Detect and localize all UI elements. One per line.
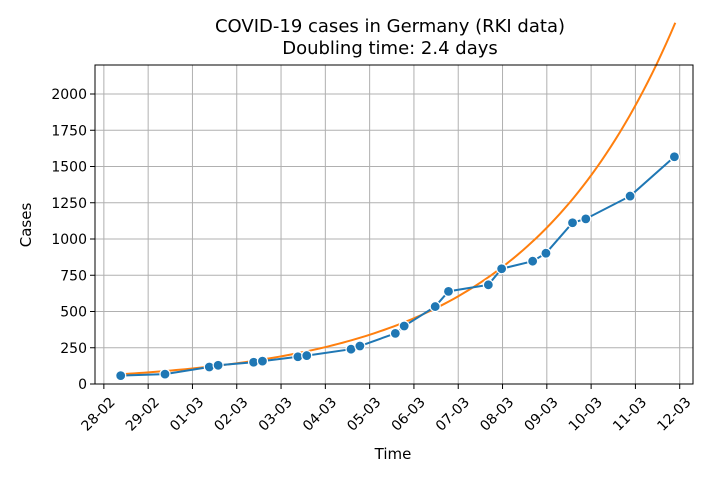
y-tick-label: 1250 <box>51 196 87 212</box>
x-axis-label: Time <box>374 445 412 463</box>
data-point <box>398 320 410 332</box>
data-point <box>566 217 579 229</box>
x-tick-label: 05-03 <box>344 394 384 434</box>
series-line <box>120 156 676 377</box>
data-point <box>203 361 215 373</box>
data-point <box>496 263 508 275</box>
data-point <box>442 285 455 297</box>
x-tick-label: 03-03 <box>256 394 296 434</box>
x-tick-label: 10-03 <box>566 394 606 434</box>
data-point <box>482 279 494 291</box>
y-tick-label: 1500 <box>51 160 87 176</box>
data-points <box>115 151 680 382</box>
x-tick-label: 11-03 <box>610 394 650 434</box>
data-point <box>159 368 171 380</box>
x-tick-label: 29-02 <box>123 394 163 434</box>
y-tick-label: 500 <box>60 305 87 321</box>
data-point <box>429 300 441 313</box>
data-point <box>624 190 636 202</box>
y-axis-label: Cases <box>17 203 35 248</box>
grid <box>95 65 693 385</box>
plot-frame <box>94 64 694 385</box>
y-tick-label: 1000 <box>51 232 87 248</box>
x-tick-label: 02-03 <box>211 394 251 434</box>
y-tick-label: 750 <box>60 268 87 284</box>
data-point <box>389 327 401 339</box>
data-point <box>301 349 313 362</box>
x-tick-label: 06-03 <box>389 394 429 434</box>
x-tick-label: 04-03 <box>300 394 340 434</box>
fit-line <box>120 22 677 376</box>
x-tick-label: 08-03 <box>477 394 517 434</box>
chart-title: COVID-19 cases in Germany (RKI data) <box>215 16 565 37</box>
data-point <box>115 369 127 382</box>
data-point <box>212 359 224 371</box>
x-tick-label: 07-03 <box>433 394 473 434</box>
data-point <box>540 247 552 259</box>
y-tick-label: 250 <box>60 341 87 357</box>
data-point <box>580 213 592 225</box>
data-point <box>527 255 539 267</box>
data-point <box>668 151 680 163</box>
data-point <box>354 340 366 352</box>
data-point <box>256 355 269 367</box>
chart-subtitle: Doubling time: 2.4 days <box>282 38 498 59</box>
x-tick-label: 12-03 <box>654 394 694 434</box>
x-tick-label: 28-02 <box>79 394 119 434</box>
y-tick-label: 2000 <box>51 87 87 103</box>
y-tick-label: 1750 <box>51 123 87 139</box>
x-tick-label: 09-03 <box>521 394 561 434</box>
y-tick-label: 0 <box>78 377 87 393</box>
x-tick-label: 01-03 <box>167 394 207 434</box>
